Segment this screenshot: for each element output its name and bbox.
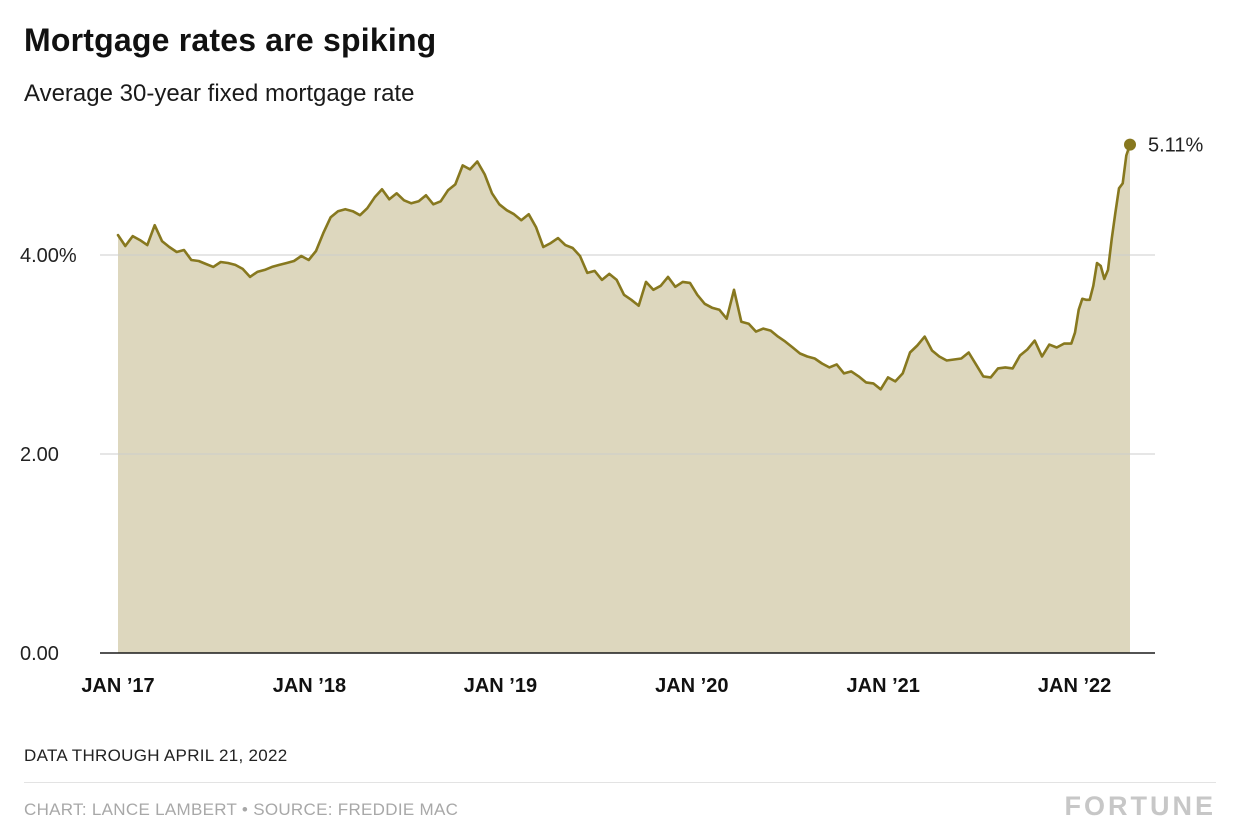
data-through-note: DATA THROUGH APRIL 21, 2022 [24, 746, 288, 765]
svg-text:2.00: 2.00 [20, 444, 59, 466]
svg-text:5.11%: 5.11% [1148, 135, 1203, 157]
svg-text:4.00%: 4.00% [20, 245, 77, 267]
chart-subtitle: Average 30-year fixed mortgage rate [24, 80, 415, 107]
fortune-logo: FORTUNE [1064, 791, 1216, 821]
svg-text:JAN ’21: JAN ’21 [847, 675, 920, 697]
chart-credit: CHART: LANCE LAMBERT • SOURCE: FREDDIE M… [24, 800, 459, 819]
svg-text:0.00: 0.00 [20, 643, 59, 665]
svg-text:JAN ’18: JAN ’18 [273, 675, 346, 697]
svg-text:JAN ’17: JAN ’17 [81, 675, 154, 697]
mortgage-rate-area-chart: 0.00 2.00 4.00% JAN ’17 JAN ’18 JAN ’19 JAN ’2… [20, 135, 1203, 697]
chart-title: Mortgage rates are spiking [24, 22, 437, 58]
svg-text:JAN ’22: JAN ’22 [1038, 675, 1111, 697]
chart-area: 0.00 2.00 4.00% JAN ’17 JAN ’18 JAN ’19 JAN ’2… [0, 130, 1240, 720]
credit-row: CHART: LANCE LAMBERT • SOURCE: FREDDIE M… [24, 782, 1216, 822]
svg-text:JAN ’20: JAN ’20 [655, 675, 728, 697]
svg-text:JAN ’19: JAN ’19 [464, 675, 537, 697]
